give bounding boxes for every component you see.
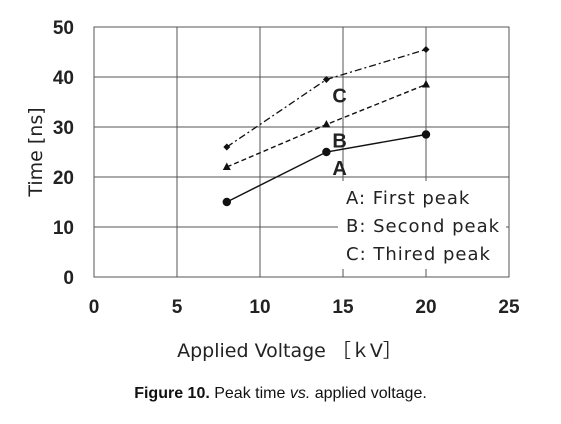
marker-b (222, 162, 231, 170)
x-tick-label: 10 (249, 297, 270, 318)
y-tick-labels: 0 10 20 30 40 50 (53, 18, 74, 289)
legend-box (338, 181, 506, 269)
legend: A: First peak B: Second peak C: Thired pea… (338, 181, 506, 269)
series-label-b: B (332, 131, 346, 153)
legend-entry: B: Second peak (346, 216, 500, 237)
caption-text-after: applied voltage. (310, 385, 427, 402)
x-tick-label: 0 (89, 297, 100, 318)
caption-text-before: Peak time (209, 385, 290, 402)
series-labels: AB C (332, 86, 346, 181)
legend-entry: A: First peak (346, 188, 470, 209)
marker-a (322, 147, 331, 157)
y-tick-label: 40 (53, 68, 74, 89)
y-tick-label: 20 (53, 168, 74, 189)
y-tick-label: 0 (63, 268, 74, 289)
y-tick-label: 50 (53, 18, 74, 39)
x-tick-labels: 0 5 10 15 20 25 (89, 297, 520, 318)
marker-a (421, 130, 431, 139)
x-tick-label: 25 (498, 297, 520, 318)
caption-label: Figure 10. (134, 385, 210, 402)
y-tick-label: 10 (53, 218, 74, 239)
marker-c (422, 46, 430, 53)
x-axis-title: Applied Voltage ［ｋV］ (177, 340, 402, 362)
plot-frame (93, 26, 510, 278)
marker-b (422, 80, 430, 88)
figure-caption: Figure 10. Peak time vs. applied voltage… (0, 385, 561, 403)
series-label-a: A (332, 158, 346, 180)
x-tick-label: 15 (332, 297, 354, 318)
marker-c (322, 76, 330, 83)
marker-b (322, 120, 331, 128)
y-axis-title: Time [ns] (25, 107, 47, 197)
series-line-c (226, 48, 427, 148)
x-tick-label: 5 (172, 297, 183, 318)
y-tick-label: 30 (53, 118, 74, 139)
caption-text-italic: vs. (289, 385, 311, 402)
marker-a (222, 197, 231, 207)
series-markers (222, 46, 431, 207)
x-tick-label: 20 (415, 297, 436, 318)
legend-entry: C: Thired peak (346, 244, 491, 265)
series-label-c: C (332, 86, 346, 108)
marker-c (223, 143, 231, 151)
